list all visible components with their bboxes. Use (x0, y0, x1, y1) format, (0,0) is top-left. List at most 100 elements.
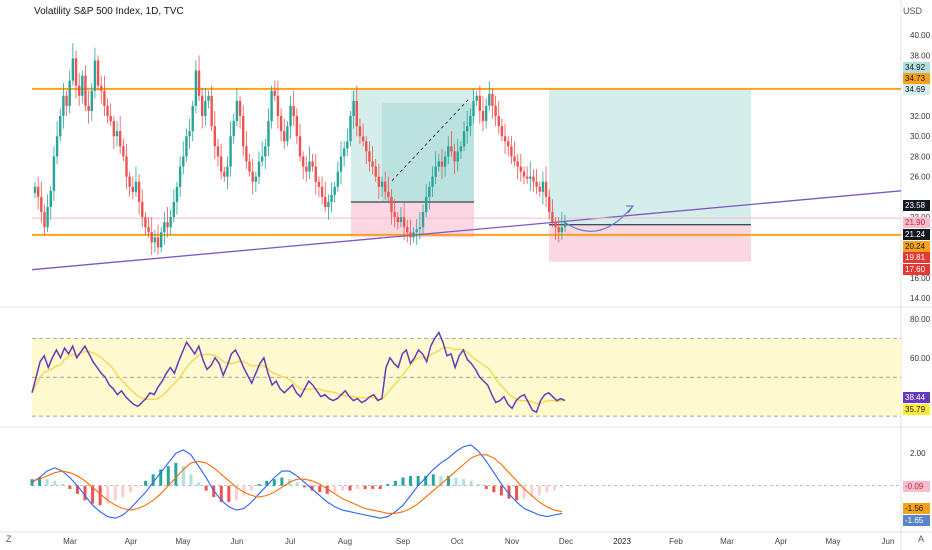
macd-histogram-bar (227, 485, 231, 502)
price-label-box (903, 73, 930, 84)
candle-body (510, 146, 513, 157)
candle-body (125, 156, 128, 177)
rsi-ma-line (31, 346, 566, 405)
candle-body (333, 186, 336, 195)
candle-body (320, 186, 324, 197)
candle-body (371, 161, 374, 167)
candle-body (59, 116, 62, 137)
candle-body (223, 171, 226, 177)
candle-body (175, 186, 179, 202)
trade-1-target-zone (351, 88, 474, 202)
time-tick-label: Feb (669, 537, 683, 546)
candle-body (481, 110, 485, 122)
rsi-tick-label: 80.00 (910, 315, 931, 324)
candle-body (264, 146, 267, 157)
candle-body (563, 222, 567, 228)
macd-histogram-bar (83, 485, 87, 501)
candle-body (216, 146, 220, 157)
candle-body (399, 217, 403, 223)
candle-body (194, 70, 198, 106)
candle-body (406, 227, 409, 233)
candle-body (478, 95, 482, 111)
candle-body (96, 60, 100, 86)
candle-body (141, 201, 144, 218)
candle-body (178, 166, 182, 187)
chart-title: Volatility S&P 500 Index, 1D, TVC (34, 6, 184, 17)
rsi-ma-value-label: 35.79 (905, 405, 926, 414)
macd-histogram-bar (60, 484, 64, 486)
candle-body (453, 151, 456, 162)
macd-histogram-bar (136, 485, 140, 488)
candle-body (548, 196, 551, 213)
candle-body (305, 166, 308, 172)
macd-histogram-bar (174, 462, 178, 486)
candle-body (257, 161, 261, 177)
macd-histogram-bar (393, 480, 397, 486)
candle-body (182, 156, 185, 167)
time-tick-label: Mar (63, 537, 77, 546)
macd-tick-label: 2.00 (910, 449, 926, 458)
candle-body (229, 136, 232, 167)
candle-body (497, 116, 500, 127)
macd-histogram-bar (144, 480, 148, 486)
auto-scale-button[interactable]: A (917, 534, 924, 544)
candle-body (301, 156, 305, 167)
candle-body (538, 186, 541, 192)
candle-body (346, 141, 349, 149)
candle-body (557, 227, 560, 233)
currency-label: USD (902, 6, 922, 16)
time-tick-label: Sep (396, 537, 411, 546)
candle-body (43, 212, 46, 228)
candle-body (84, 75, 87, 106)
candle-body (131, 186, 134, 192)
candle-body (541, 181, 545, 192)
price-label-box (903, 200, 930, 211)
candle-body (295, 116, 299, 137)
price-label: 20.24 (905, 242, 926, 251)
price-label-box (903, 217, 930, 228)
candle-body (472, 100, 475, 117)
macd-histogram-bar (272, 479, 276, 486)
trade-2-target-zone (549, 88, 751, 225)
macd-histogram-bar (181, 466, 185, 486)
candle-body (529, 176, 532, 179)
candle-body (532, 176, 535, 182)
macd-histogram-bar (386, 484, 390, 486)
candle-body (65, 95, 68, 106)
candle-body (459, 146, 463, 152)
candle-body (327, 201, 330, 207)
zoom-z-button[interactable]: Z (6, 534, 12, 544)
candle-body (128, 176, 131, 187)
time-tick-label: Jun (231, 537, 244, 546)
candle-body (352, 100, 355, 117)
candle-body (201, 95, 204, 117)
macd-label-box (903, 481, 930, 492)
candle-body (185, 136, 188, 157)
macd-histogram-bar (530, 485, 534, 498)
candle-body (469, 116, 472, 127)
macd-histogram-bar (45, 479, 49, 486)
candle-body (62, 95, 65, 117)
candle-body (71, 58, 75, 81)
candle-body (383, 181, 387, 192)
macd-histogram-bar (234, 485, 238, 501)
candle-body (456, 151, 459, 162)
rsi-label-box (903, 392, 930, 403)
candle-body (488, 93, 491, 106)
macd-histogram-bar (280, 477, 284, 486)
macd-histogram-bar (545, 485, 549, 493)
candle-body (535, 181, 538, 187)
macd-histogram-bar (310, 485, 314, 491)
candle-body (402, 217, 406, 228)
candle-body (314, 166, 317, 182)
candle-body (289, 105, 292, 127)
candle-body (197, 70, 201, 96)
candle-body (361, 136, 365, 142)
macd-histogram-bar (454, 477, 458, 486)
candle-body (428, 186, 431, 197)
macd-line (31, 444, 563, 519)
macd-histogram-bar (106, 485, 110, 504)
candle-body (292, 105, 295, 117)
candle-body (437, 161, 441, 167)
